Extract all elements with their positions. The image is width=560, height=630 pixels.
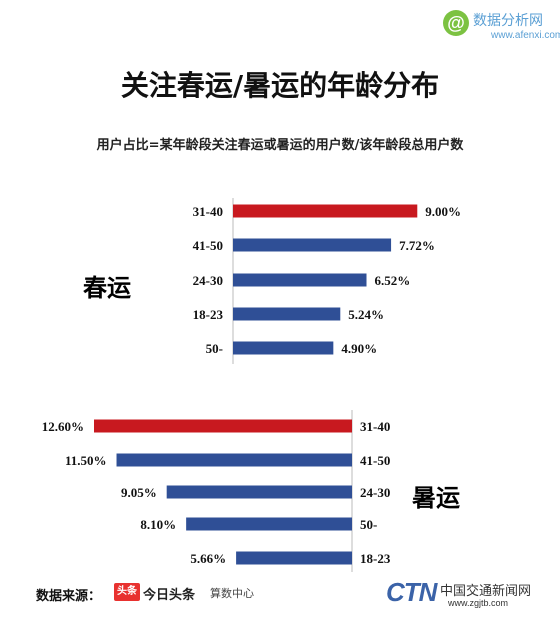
data-label: 5.66% xyxy=(190,551,226,566)
category-label: 41-50 xyxy=(193,238,223,253)
watermark-site: www.afenxi.com xyxy=(491,30,560,41)
category-label: 24-30 xyxy=(360,485,390,500)
ctn-url: www.zgjtb.com xyxy=(448,598,509,608)
category-label: 18-23 xyxy=(360,551,391,566)
data-label: 4.90% xyxy=(341,341,377,356)
ctn-name: 中国交通新闻网 xyxy=(440,584,532,599)
watermark-name: 数据分析网 xyxy=(473,13,543,29)
category-label: 31-40 xyxy=(193,204,223,219)
category-label: 41-50 xyxy=(360,453,390,468)
section-label: 春运 xyxy=(83,274,131,302)
category-label: 31-40 xyxy=(360,419,390,434)
watermark-logo: @ 数据分析网 www.afenxi.com xyxy=(443,8,560,48)
data-label: 7.72% xyxy=(399,238,435,253)
ctn-logo-icon: CTN xyxy=(386,577,437,607)
category-label: 18-23 xyxy=(193,307,224,322)
chart-subtitle: 用户占比=某年龄段关注春运或暑运的用户数/该年龄段总用户数 xyxy=(96,138,464,153)
bar xyxy=(233,204,418,218)
data-label: 5.24% xyxy=(348,307,384,322)
toutiao-name: 今日头条 xyxy=(143,588,196,603)
bar xyxy=(233,238,392,252)
bar xyxy=(94,419,352,433)
data-label: 8.10% xyxy=(140,517,176,532)
data-label: 9.05% xyxy=(121,485,157,500)
data-label: 12.60% xyxy=(42,419,84,434)
bar xyxy=(236,551,352,565)
bar xyxy=(186,517,352,531)
data-label: 9.00% xyxy=(425,204,461,219)
toutiao-badge-icon: 头条 xyxy=(114,583,140,601)
data-label: 6.52% xyxy=(375,273,411,288)
bar xyxy=(233,341,334,355)
bar xyxy=(233,273,367,287)
data-label: 11.50% xyxy=(65,453,107,468)
source-label: 数据来源： xyxy=(36,589,102,604)
bar xyxy=(166,485,352,499)
category-label: 50- xyxy=(360,517,377,532)
bar xyxy=(233,307,341,321)
toutiao-subtitle: 算数中心 xyxy=(210,587,254,600)
chart-title: 关注春运/暑运的年龄分布 xyxy=(120,69,440,102)
category-label: 24-30 xyxy=(193,273,223,288)
bar xyxy=(116,453,353,467)
section-label: 暑运 xyxy=(412,484,460,512)
afenxi-logo-icon: @ xyxy=(443,10,469,36)
category-label: 50- xyxy=(206,341,223,356)
